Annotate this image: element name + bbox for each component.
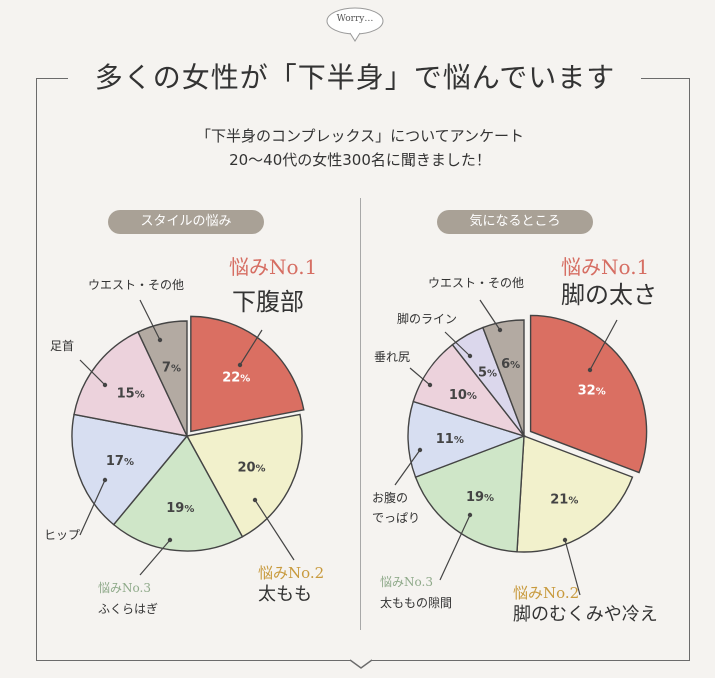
pct-label-2-4: 11% <box>436 432 464 447</box>
page-title: 多くの女性が「下半身」で悩んでいます <box>94 61 616 94</box>
rank-label-2-3: 悩みNo.3 <box>380 575 433 589</box>
leader-dot-1-4 <box>102 477 108 483</box>
category-label-2-3: 太ももの隙間 <box>380 595 452 610</box>
leader-dot-2-3 <box>467 512 473 518</box>
leader-dot-1-6 <box>157 337 163 343</box>
worry-badge-text: Worry… <box>336 14 374 24</box>
frame-top-right <box>641 78 689 79</box>
leader-line-2-1 <box>589 319 618 371</box>
leader-dot-1-2 <box>252 497 258 503</box>
pie-slice-2-2 <box>516 435 634 553</box>
down-arrow-icon <box>350 659 372 669</box>
category-label-1-6: ウエスト・その他 <box>88 278 184 292</box>
pct-label-1-1: 22% <box>222 370 250 385</box>
leader-line-1-4 <box>79 479 106 536</box>
pct-label-2-6: 5% <box>478 365 497 380</box>
subtitle-line-2: 20〜40代の女性300名に聞きました！ <box>229 151 491 169</box>
pie-slice-1-1 <box>190 315 305 433</box>
category-label-2-4-line2: でっぱり <box>372 511 420 525</box>
pct-label-1-2: 20% <box>237 460 265 475</box>
pie-slice-1-6 <box>137 320 188 437</box>
leader-dot-2-2 <box>562 537 568 543</box>
category-label-2-4: お腹の <box>372 491 408 505</box>
leader-line-2-4 <box>394 449 421 486</box>
leader-dot-1-5 <box>102 382 108 388</box>
leader-line-1-2 <box>254 499 295 561</box>
pct-label-2-5: 10% <box>449 388 477 403</box>
pie-slice-1-4 <box>71 413 189 526</box>
subtitle-line-1: 「下半身のコンプレックス」についてアンケート <box>195 127 525 145</box>
category-label-2-2: 脚のむくみや冷え <box>513 604 658 625</box>
leader-line-1-3 <box>139 539 171 576</box>
worry-bubble <box>326 7 384 42</box>
leader-dot-2-1 <box>587 367 593 373</box>
pie-slice-2-4 <box>407 400 527 479</box>
category-label-2-6: 脚のライン <box>397 311 457 326</box>
leader-line-1-6 <box>139 299 161 341</box>
category-label-1-3: ふくらはぎ <box>98 602 158 616</box>
pct-label-1-6: 7% <box>162 360 181 375</box>
pct-label-2-3: 19% <box>466 490 494 505</box>
rank-label-1-1: 悩みNo.1 <box>229 255 317 279</box>
pie-slice-2-1 <box>529 314 648 474</box>
pie-slice-1-3 <box>112 434 244 552</box>
rank-label-1-3: 悩みNo.3 <box>98 581 151 595</box>
leader-dot-1-1 <box>237 362 243 368</box>
chart2-title: 気になるところ <box>437 210 593 234</box>
category-label-2-7: ウエスト・その他 <box>428 276 524 290</box>
rank-label-2-2: 悩みNo.2 <box>513 584 579 602</box>
pct-label-1-5: 15% <box>117 386 145 401</box>
pct-label-1-3: 19% <box>166 501 194 516</box>
leader-dot-1-3 <box>167 537 173 543</box>
leader-line-2-2 <box>564 539 581 596</box>
pct-label-2-2: 21% <box>550 492 578 507</box>
pct-label-2-1: 32% <box>578 383 606 398</box>
category-label-1-5: 足首 <box>50 339 74 353</box>
leader-dot-2-5 <box>427 382 433 388</box>
category-label-1-2: 太もも <box>258 584 312 605</box>
leader-line-2-3 <box>439 514 471 581</box>
pie-slice-1-2 <box>185 413 303 538</box>
pie-slice-2-7 <box>481 319 525 437</box>
leader-dot-2-6 <box>467 353 473 359</box>
frame-top-left <box>36 78 68 79</box>
chart1-title: スタイルの悩み <box>108 210 264 234</box>
leader-line-2-6 <box>444 331 471 357</box>
category-label-2-1: 脚の太さ <box>561 281 657 309</box>
subtitle: 「下半身のコンプレックス」についてアンケート 20〜40代の女性300名に聞きま… <box>100 124 620 172</box>
leader-dot-2-4 <box>417 447 423 453</box>
center-divider <box>360 198 361 630</box>
pie-slice-2-3 <box>414 434 525 553</box>
rank-label-1-2: 悩みNo.2 <box>258 564 324 582</box>
category-label-1-1: 下腹部 <box>232 288 304 316</box>
pie-slice-1-5 <box>73 331 189 437</box>
leader-line-1-5 <box>79 359 106 386</box>
category-label-2-5: 垂れ尻 <box>374 350 410 364</box>
leader-line-1-1 <box>239 329 263 366</box>
pie-chart-1: 22% 悩みNo.1 下腹部 20% 悩みNo.2 太もも 19% 悩みNo.3 ふくらはぎ 17… <box>44 255 324 616</box>
category-label-1-4: ヒップ <box>44 528 80 542</box>
leader-line-2-7 <box>479 299 501 331</box>
pct-label-2-7: 6% <box>501 357 520 372</box>
leader-line-2-5 <box>409 367 431 386</box>
pct-label-1-4: 17% <box>106 454 134 469</box>
rank-label-2-1: 悩みNo.1 <box>561 255 649 279</box>
leader-dot-2-7 <box>497 327 503 333</box>
